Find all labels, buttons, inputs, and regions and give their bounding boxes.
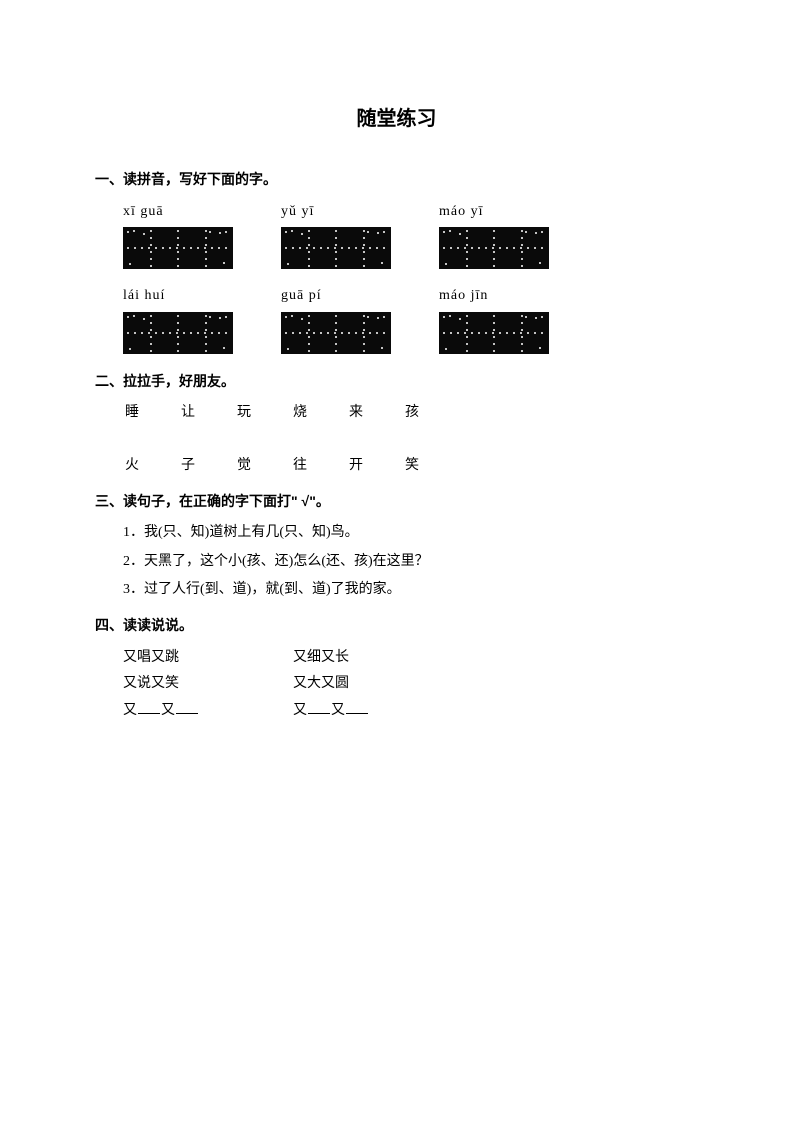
pinyin-cell: xī guā [123,199,233,226]
pinyin-row-2: lái huí guā pí máo jīn [123,283,698,310]
phrase-block: 又唱又跳 又细又长 又说又笑 又大又圆 又又 又又 [123,645,698,725]
question-1: 1．我(只、知)道树上有几(只、知)鸟。 [123,520,698,547]
match-bottom-row: 火 子 觉 往 开 笑 [123,453,698,480]
phrase-text: 又 [331,703,345,718]
tianzi-grid [439,227,549,269]
tianzi-grid [123,227,233,269]
match-char: 睡 [123,400,141,427]
section1-heading: 一、读拼音，写好下面的字。 [95,166,698,193]
pinyin-cell: máo yī [439,199,549,226]
blank-line[interactable] [346,700,368,713]
match-char: 子 [179,453,197,480]
blank-line[interactable] [176,700,198,713]
pinyin-row-1: xī guā yǔ yī máo yī [123,199,698,226]
tianzi-grid [123,312,233,354]
match-char: 来 [347,400,365,427]
blank-line[interactable] [138,700,160,713]
blank-line[interactable] [308,700,330,713]
match-char: 玩 [235,400,253,427]
phrase-cell: 又唱又跳 [123,645,293,672]
pinyin-cell: máo jīn [439,283,549,310]
section4-heading: 四、读读说说。 [95,612,698,639]
question-3: 3．过了人行(到、道)，就(到、道)了我的家。 [123,577,698,604]
match-top-row: 睡 让 玩 烧 来 孩 [123,400,698,427]
tianzi-grid [281,227,391,269]
phrase-fill-cell: 又又 [123,698,293,725]
match-char: 笑 [403,453,421,480]
match-char: 往 [291,453,309,480]
phrase-cell: 又大又圆 [293,671,349,698]
match-char: 孩 [403,400,421,427]
pinyin-cell: guā pí [281,283,391,310]
tianzi-grid [281,312,391,354]
phrase-text: 又 [161,703,175,718]
grid-row-1 [123,227,698,269]
phrase-text: 又 [123,703,137,718]
section3-heading: 三、读句子，在正确的字下面打" √"。 [95,488,698,515]
question-2: 2．天黑了，这个小(孩、还)怎么(还、孩)在这里？ [123,549,698,576]
phrase-cell: 又说又笑 [123,671,293,698]
phrase-fill-cell: 又又 [293,698,369,725]
section2-heading: 二、拉拉手，好朋友。 [95,368,698,395]
phrase-text: 又 [293,703,307,718]
match-char: 觉 [235,453,253,480]
page-title: 随堂练习 [95,100,698,138]
match-char: 烧 [291,400,309,427]
match-char: 让 [179,400,197,427]
grid-row-2 [123,312,698,354]
match-char: 火 [123,453,141,480]
match-char: 开 [347,453,365,480]
phrase-cell: 又细又长 [293,645,349,672]
tianzi-grid [439,312,549,354]
pinyin-cell: lái huí [123,283,233,310]
pinyin-cell: yǔ yī [281,199,391,226]
